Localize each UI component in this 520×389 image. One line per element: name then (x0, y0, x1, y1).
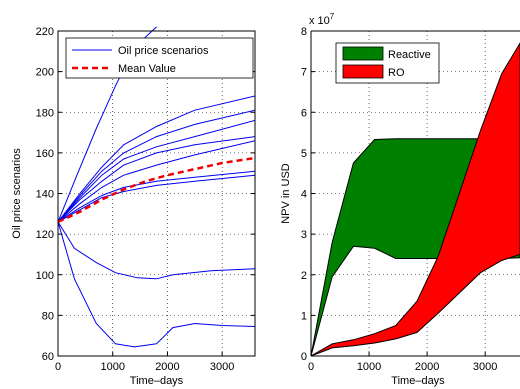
right-chart: 0 1000 2000 3000 0 1 2 3 4 5 6 7 8 x 107 Time–days N… (280, 12, 520, 387)
y-tick-label: 80 (42, 310, 54, 322)
right-x-axis-label: Time–days (391, 375, 445, 387)
mean-value-line (57, 156, 256, 224)
y-tick-label: 100 (36, 270, 54, 282)
left-ticks: 0 1000 2000 3000 60 80 100 120 140 160 180 200 220 (36, 26, 255, 373)
scenario-line (57, 119, 256, 223)
y-tick-label: 1 (301, 310, 307, 322)
x-tick-label: 2000 (155, 361, 179, 373)
y-tick-label: 7 (301, 67, 307, 79)
left-chart: 0 1000 2000 3000 60 80 100 120 140 160 180 200 220 T… (11, 26, 256, 387)
scenario-line (57, 174, 256, 223)
left-y-axis-label: Oil price scenarios (11, 148, 23, 239)
y-tick-label: 2 (301, 270, 307, 282)
right-series-areas (311, 42, 520, 356)
scenario-line (57, 221, 256, 348)
x-tick-label: 1000 (100, 361, 124, 373)
legend-label-ro: RO (388, 67, 405, 79)
right-y-axis-label: NPV in USD (280, 163, 292, 224)
legend-swatch-reactive (342, 46, 384, 61)
y-tick-label: 5 (301, 148, 307, 160)
left-x-axis-label: Time–days (130, 375, 184, 387)
right-y-multiplier: x 107 (309, 12, 335, 27)
y-tick-label: 6 (301, 107, 307, 119)
scenario-line (57, 136, 256, 223)
legend-label-reactive: Reactive (388, 49, 431, 61)
right-legend: Reactive RO (335, 42, 440, 84)
y-tick-label: 220 (36, 26, 54, 38)
x-tick-label: 1000 (357, 361, 381, 373)
x-tick-label: 3000 (210, 361, 234, 373)
scenario-line (57, 109, 256, 223)
right-ticks: 0 1000 2000 3000 0 1 2 3 4 5 6 7 8 (301, 26, 498, 373)
y-tick-label: 0 (301, 351, 307, 363)
legend-label-oil-price: Oil price scenarios (118, 45, 209, 57)
ro-area (311, 42, 520, 356)
y-tick-label: 3 (301, 229, 307, 241)
x-tick-label: 0 (308, 361, 314, 373)
scenario-line (57, 170, 256, 223)
y-tick-label: 160 (36, 148, 54, 160)
left-legend: Oil price scenarios Mean Value (65, 37, 254, 79)
legend-label-mean-value: Mean Value (118, 63, 176, 75)
y-tick-label: 140 (36, 189, 54, 201)
y-tick-label: 8 (301, 26, 307, 38)
x-tick-label: 3000 (473, 361, 497, 373)
y-tick-label: 180 (36, 107, 54, 119)
left-legend-box (65, 37, 254, 79)
x-tick-label: 2000 (415, 361, 439, 373)
legend-swatch-ro (342, 64, 384, 79)
scenario-line (57, 221, 256, 280)
scenario-line (57, 140, 256, 223)
y-tick-label: 120 (36, 229, 54, 241)
y-tick-label: 60 (42, 351, 54, 363)
scenario-line (57, 95, 256, 223)
y-tick-label: 200 (36, 67, 54, 79)
y-tick-label: 4 (301, 189, 307, 201)
x-tick-label: 0 (55, 361, 61, 373)
